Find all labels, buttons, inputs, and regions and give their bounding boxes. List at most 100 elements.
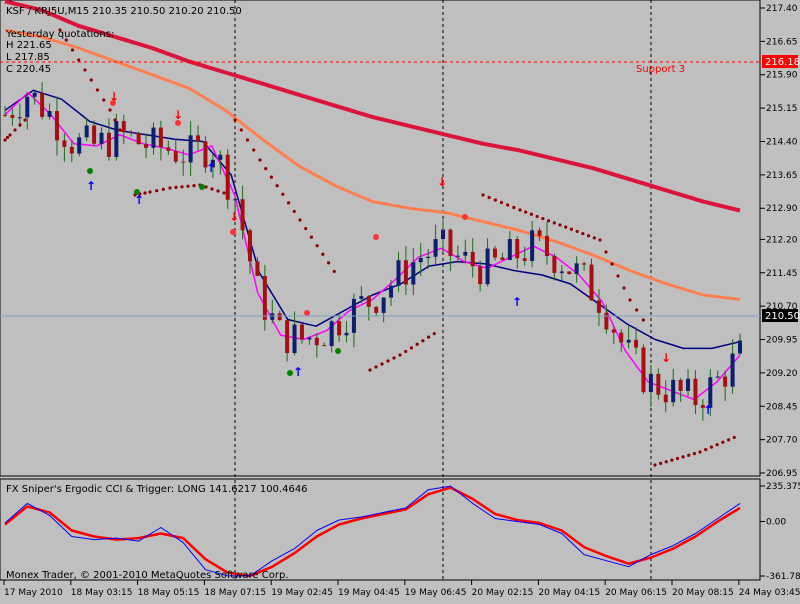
candle-body: [322, 345, 327, 347]
candle-body: [270, 313, 275, 320]
candle-body: [337, 321, 342, 336]
sar-dot: [315, 244, 319, 248]
sar-dot: [321, 252, 325, 256]
candle-body: [589, 264, 594, 301]
support-price-text: 216.18: [765, 57, 800, 68]
sar-dot: [204, 185, 208, 189]
sar-dot: [332, 269, 336, 274]
sar-dot: [102, 98, 106, 102]
candle-body: [396, 260, 401, 286]
candle-body: [559, 271, 564, 273]
current-price-text: 210.50: [765, 311, 800, 322]
candle-body: [69, 146, 74, 154]
candle-body: [544, 235, 549, 257]
sar-dot: [598, 238, 602, 242]
candle-body: [92, 125, 97, 144]
candle-body: [574, 263, 579, 275]
candle-body: [686, 378, 691, 391]
candle-body: [500, 257, 505, 260]
sar-dot: [380, 362, 384, 366]
sar-dot: [368, 368, 372, 372]
price-tick-label: 214.40: [766, 137, 798, 147]
sar-dot: [675, 456, 680, 461]
candle-body: [32, 92, 37, 97]
candle-body: [582, 263, 587, 265]
sar-dot: [252, 148, 256, 152]
buy-arrow-icon: ↑: [703, 403, 713, 417]
sar-dot: [529, 212, 534, 216]
sar-dot: [326, 261, 331, 265]
candle-body: [448, 229, 453, 256]
sar-dot: [161, 187, 165, 191]
time-label: 19 May 04:45: [338, 588, 400, 598]
sar-dot: [386, 359, 390, 363]
sar-dot: [592, 236, 596, 240]
sar-dot: [535, 214, 539, 219]
sar-dot: [374, 365, 378, 369]
current-price-badge: [762, 309, 798, 322]
candle-body: [389, 285, 394, 298]
sar-dot: [5, 135, 10, 140]
candle-body: [723, 376, 728, 387]
sar-dot: [499, 200, 504, 205]
candle-body: [136, 133, 141, 145]
indicator-title: FX Sniper's Ergodic CCI & Trigger: LONG …: [6, 484, 308, 495]
sar-dot: [726, 438, 731, 442]
price-tick-label: 210.70: [766, 302, 798, 312]
candle-body: [225, 154, 230, 200]
sar-dot: [421, 339, 425, 343]
price-tick-label: 209.20: [766, 369, 798, 379]
candle-body: [248, 230, 252, 262]
sar-dot: [512, 205, 516, 210]
sar-dot: [192, 184, 196, 188]
indicator-tick-label: 235.375: [766, 482, 800, 492]
candle-body: [62, 140, 67, 147]
candle-body: [54, 111, 59, 141]
price-tick-label: 217.40: [766, 4, 798, 14]
candle-body: [106, 132, 111, 157]
candle-body: [433, 239, 438, 257]
candle-body: [663, 394, 668, 403]
candle-body: [478, 266, 483, 285]
buy-arrow-icon: ↑: [512, 295, 522, 309]
candle-body: [158, 127, 163, 148]
candle-body: [381, 297, 386, 313]
sar-dot: [304, 226, 308, 231]
candle-body: [17, 117, 22, 119]
sar-dot: [622, 286, 626, 290]
sar-dot: [113, 118, 117, 122]
buy-arrow-icon: ↑: [293, 365, 303, 379]
yesterday-title: Yesterday quotations:: [5, 29, 114, 40]
candle-body: [181, 161, 186, 163]
time-label: 19 May 06:45: [405, 588, 467, 598]
price-tick-label: 216.65: [766, 37, 798, 47]
price-tick-label: 212.90: [766, 204, 798, 214]
candle-body: [403, 260, 408, 285]
sar-dot: [210, 187, 214, 191]
indicator-series-line: [4, 485, 741, 577]
ma-series-line: [4, 91, 741, 401]
sar-dot: [709, 445, 714, 449]
candle-body: [641, 347, 646, 393]
candle-body: [693, 378, 698, 406]
candle-body: [299, 324, 304, 340]
signal-dot-green: [134, 189, 140, 195]
sell-arrow-icon: ↓: [437, 175, 447, 189]
yesterday-close: C 220.45: [6, 64, 51, 75]
signal-dot-red: [304, 310, 310, 316]
sar-dot: [415, 342, 419, 346]
candle-body: [411, 262, 416, 285]
sar-dot: [558, 223, 562, 227]
candle-body: [218, 154, 223, 160]
sar-dot: [552, 221, 556, 225]
sar-dot: [233, 118, 237, 122]
sar-dot: [715, 443, 719, 447]
sar-dot: [518, 208, 522, 212]
candle-body: [648, 373, 653, 393]
candle-body: [210, 159, 215, 168]
candle-body: [374, 306, 379, 313]
candle-body: [285, 320, 290, 354]
sar-dot: [89, 78, 93, 82]
sar-dot: [269, 175, 274, 179]
